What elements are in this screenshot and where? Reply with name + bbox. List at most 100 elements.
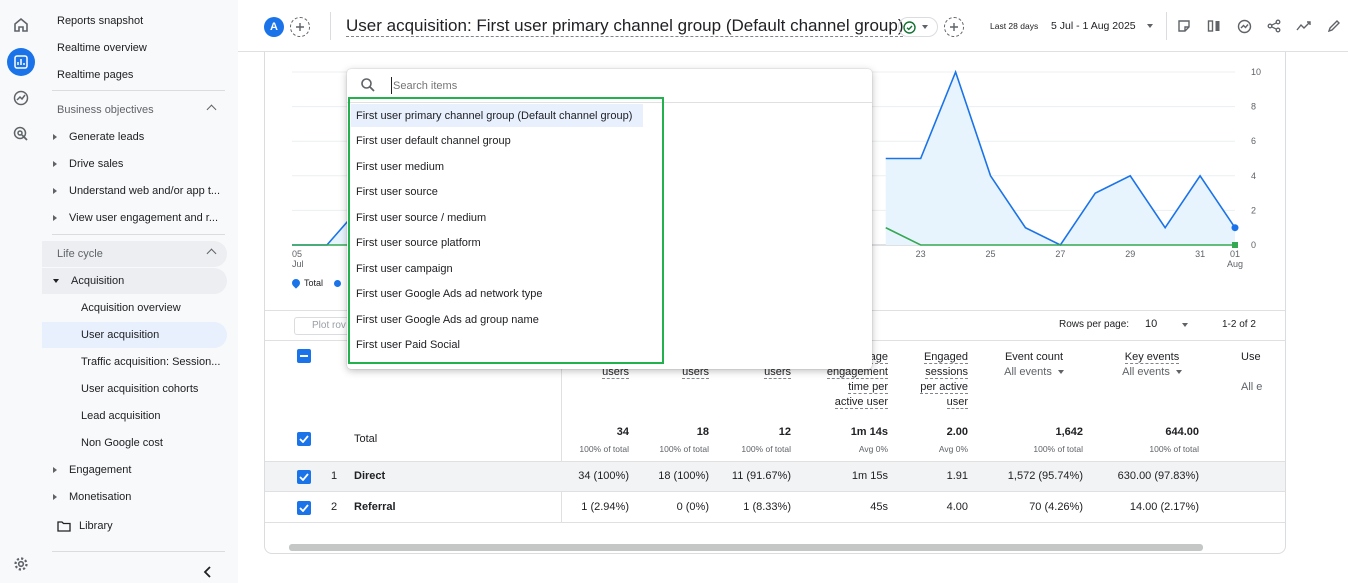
dropdown-item[interactable]: First user source [356, 185, 438, 198]
nav-generate-leads[interactable]: Generate leads [42, 124, 227, 150]
nav-acquisition[interactable]: Acquisition [42, 268, 227, 294]
nav-label: Engagement [69, 464, 132, 476]
col-header-key-events[interactable]: Key events All events [1115, 350, 1189, 380]
series-line [885, 226, 1235, 246]
dropdown-item[interactable]: First user source / medium [356, 211, 487, 224]
col-header-total-users[interactable]: users [565, 365, 629, 380]
dropdown-item[interactable]: First user campaign [356, 262, 453, 275]
nav-label: Drive sales [69, 158, 124, 170]
nav-acquisition-overview[interactable]: Acquisition overview [42, 295, 227, 321]
search-input[interactable] [391, 77, 851, 94]
trend-icon[interactable] [1294, 16, 1314, 36]
dropdown-item[interactable]: First user medium [356, 160, 445, 173]
date-dropdown-icon[interactable] [1147, 24, 1153, 28]
edit-report-icon[interactable] [1174, 16, 1194, 36]
row-value: 45s [870, 501, 888, 513]
select-all-checkbox[interactable] [297, 349, 311, 363]
row-value: 70 (4.26%) [1029, 501, 1083, 513]
dropdown-item[interactable]: First user default channel group [356, 134, 511, 147]
row-checkbox[interactable] [297, 470, 311, 484]
nav-realtime-pages[interactable]: Realtime pages [42, 62, 227, 88]
caret-right-icon [53, 188, 57, 194]
total-value: 1,642 [1055, 426, 1083, 438]
row-value: 14.00 (2.17%) [1129, 501, 1199, 513]
row-value: 4.00 [946, 501, 968, 513]
nav-realtime-overview[interactable]: Realtime overview [42, 35, 227, 61]
nav-business-objectives[interactable]: Business objectives [42, 97, 227, 123]
date-range[interactable]: 5 Jul - 1 Aug 2025 [1051, 20, 1136, 32]
col-header-returning-users[interactable]: users [725, 365, 791, 380]
header-text: users [602, 366, 629, 379]
chevron-down-icon [1182, 323, 1188, 327]
nav-engagement[interactable]: Engagement [42, 457, 227, 483]
reports-icon[interactable] [7, 48, 35, 76]
chevron-up-icon [206, 248, 217, 259]
dropdown-item[interactable]: First user Google Ads ad group name [356, 313, 539, 326]
col-header-engagement-time[interactable]: age engagement time per active user [805, 350, 888, 410]
nav-life-cycle[interactable]: Life cycle [42, 241, 227, 267]
total-sub: 100% of total [741, 444, 791, 454]
nav-lead-acquisition[interactable]: Lead acquisition [42, 403, 227, 429]
plot-rows-button[interactable]: Plot rov [294, 317, 354, 335]
horizontal-scrollbar[interactable] [289, 544, 1203, 551]
divider [561, 342, 562, 522]
nav-understand[interactable]: Understand web and/or app t... [42, 178, 227, 204]
comparison-avatar[interactable]: A [264, 17, 284, 37]
row-value: 34 (100%) [578, 470, 629, 482]
highlight-box [348, 97, 664, 364]
explore-icon[interactable] [7, 84, 35, 112]
legend-dot-icon [334, 279, 342, 287]
chevron-down-icon [1057, 370, 1064, 375]
nav-library[interactable]: Library [42, 513, 227, 539]
dropdown-item[interactable]: First user Paid Social [356, 338, 460, 351]
nav-view-engagement[interactable]: View user engagement and r... [42, 205, 227, 231]
dropdown-item[interactable]: First user source platform [356, 236, 481, 249]
total-label: Total [354, 433, 378, 445]
col-header-users-cut[interactable]: Use All e [1241, 350, 1285, 393]
col-header-new-users[interactable]: users [645, 365, 709, 380]
nav-user-acquisition[interactable]: User acquisition [42, 322, 227, 348]
y-tick-label: 2 [1251, 205, 1256, 215]
total-row-checkbox[interactable] [297, 432, 311, 446]
total-value: 2.00 [946, 426, 968, 438]
header-text: All e [1241, 381, 1263, 393]
row-checkbox[interactable] [297, 501, 311, 515]
x-tick-label: 31 [1195, 249, 1205, 259]
header-text: time per [848, 381, 888, 394]
share-icon[interactable] [1264, 16, 1284, 36]
pencil-icon[interactable] [1324, 16, 1344, 36]
dropdown-item[interactable]: First user primary channel group (Defaul… [351, 104, 643, 127]
row-value: 1 (8.33%) [743, 501, 791, 513]
add-comparison-icon[interactable] [290, 17, 310, 37]
rows-per-page-select[interactable]: 10 [1145, 318, 1191, 330]
event-filter[interactable]: All events [1004, 366, 1052, 378]
x-tick-label: 27 [1055, 249, 1065, 259]
collapse-nav-icon[interactable] [202, 565, 214, 579]
total-sub: 100% of total [579, 444, 629, 454]
page-title[interactable]: User acquisition: First user primary cha… [346, 16, 904, 37]
insights-icon[interactable] [1234, 16, 1254, 36]
total-sub: Avg 0% [858, 444, 888, 454]
status-dropdown[interactable] [898, 17, 938, 37]
nav-non-google-cost[interactable]: Non Google cost [42, 430, 227, 456]
col-header-event-count[interactable]: Event count All events [995, 350, 1073, 380]
divider [52, 234, 225, 235]
nav-user-acquisition-cohorts[interactable]: User acquisition cohorts [42, 376, 227, 402]
nav-monetisation[interactable]: Monetisation [42, 484, 227, 510]
divider [330, 12, 331, 40]
nav-drive-sales[interactable]: Drive sales [42, 151, 227, 177]
nav-label: Generate leads [69, 131, 145, 143]
nav-traffic-acquisition[interactable]: Traffic acquisition: Session... [42, 349, 227, 375]
dropdown-item[interactable]: First user Google Ads ad network type [356, 287, 543, 300]
key-event-filter[interactable]: All events [1122, 366, 1170, 378]
table-row[interactable] [265, 461, 1285, 492]
advertising-icon[interactable] [7, 120, 35, 148]
nav-reports-snapshot[interactable]: Reports snapshot [42, 8, 227, 34]
compare-icon[interactable] [1204, 16, 1224, 36]
chevron-down-icon [1175, 370, 1182, 375]
settings-icon[interactable] [7, 550, 35, 578]
col-header-engaged-sessions[interactable]: Engaged sessions per active user [895, 350, 968, 410]
add-filter-icon[interactable] [944, 17, 964, 37]
home-icon[interactable] [7, 11, 35, 39]
x-tick-label: 25 [986, 249, 996, 259]
